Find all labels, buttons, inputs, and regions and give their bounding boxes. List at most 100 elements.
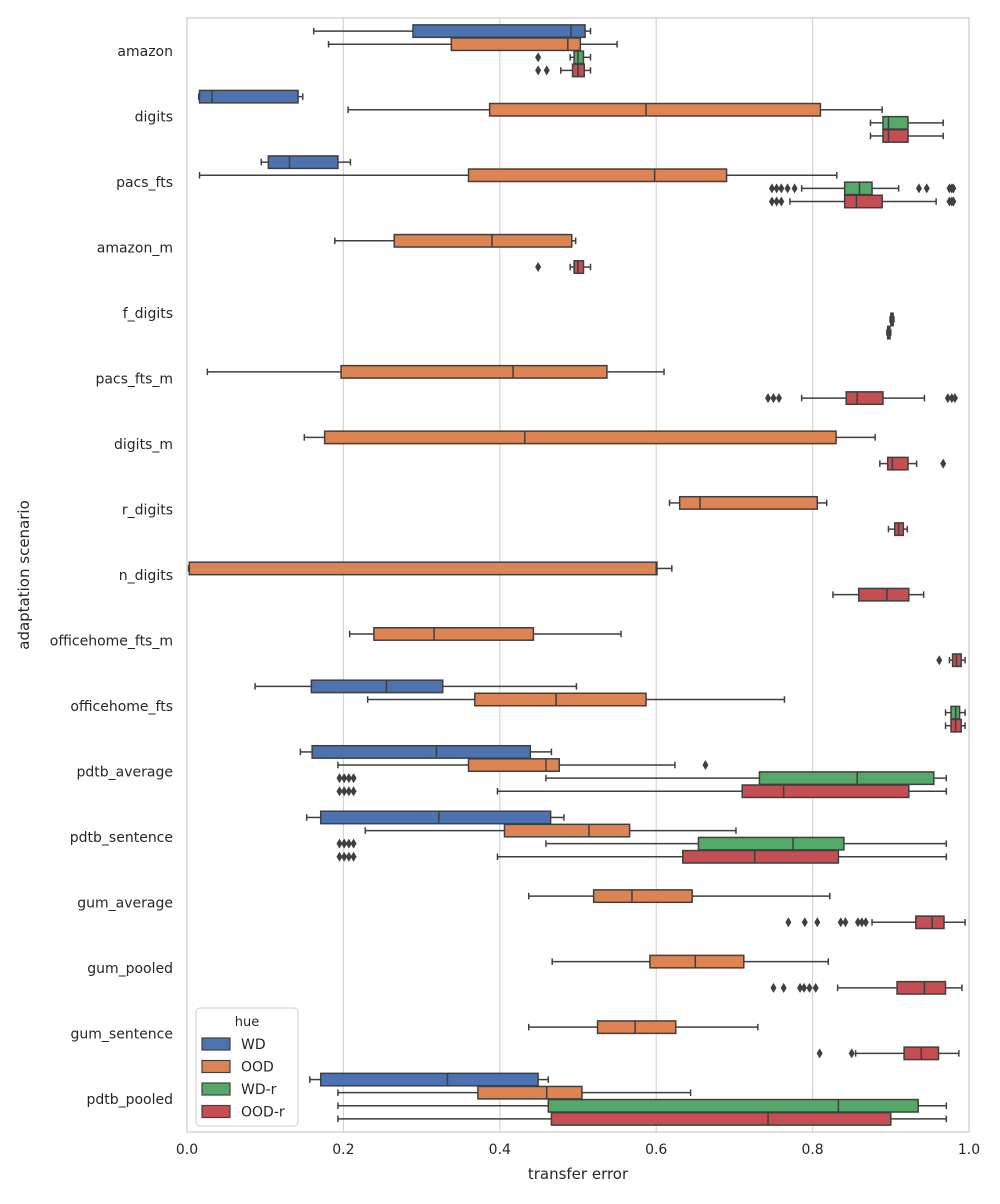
outlier-marker: [350, 786, 357, 797]
outlier-marker: [336, 786, 343, 797]
y-tick-label-gum-pooled: gum_pooled: [87, 961, 173, 977]
iqr-box: [488, 102, 822, 117]
box-ood-pdtb-pooled: [337, 1085, 692, 1100]
outlier-marker: [778, 196, 785, 207]
iqr-box: [323, 430, 837, 445]
x-tick-label: 0.0: [176, 1142, 198, 1158]
y-tick-label-amazon-m: amazon_m: [97, 240, 173, 256]
box-wd-r-officehome-fts: [944, 705, 966, 720]
outlier-marker: [345, 773, 352, 784]
box-ood-gum-sentence: [527, 1020, 759, 1035]
y-tick-label-officehome-fts: officehome_fts: [70, 699, 173, 715]
box-wd-r-f-digits: [889, 312, 895, 327]
outlier-marker: [842, 917, 849, 928]
y-tick-label-pdtb-pooled: pdtb_pooled: [86, 1092, 173, 1108]
box-ood-pdtb-average: [337, 758, 709, 773]
outlier-marker: [543, 65, 550, 76]
x-tick-label: 0.6: [645, 1142, 667, 1158]
box-wd-amazon: [312, 24, 592, 39]
y-tick-label-r-digits: r_digits: [122, 502, 173, 518]
legend-swatch-ood-r: [201, 1104, 231, 1119]
outlier-marker: [797, 982, 804, 993]
outlier-marker: [770, 982, 777, 993]
legend-label-ood-r: OOD-r: [241, 1105, 285, 1121]
box-ood-r-digits: [869, 128, 944, 143]
outlier-marker: [780, 982, 787, 993]
iqr-box: [682, 849, 840, 864]
x-tick-label: 0.2: [332, 1142, 354, 1158]
iqr-box: [310, 679, 444, 694]
outlier-marker: [535, 52, 542, 63]
outlier-marker: [345, 786, 352, 797]
box-ood-r-pacs-fts-m: [765, 391, 958, 406]
iqr-box: [882, 115, 909, 130]
box-wd-pacs-fts: [260, 155, 352, 170]
box-ood-amazon: [327, 37, 618, 52]
iqr-box: [477, 1085, 583, 1100]
iqr-box: [573, 260, 585, 274]
iqr-box: [340, 364, 608, 379]
y-tick-label-gum-average: gum_average: [77, 896, 173, 912]
box-wd-pdtb-average: [299, 744, 553, 759]
box-ood-r-gum-average: [785, 915, 966, 930]
iqr-box: [882, 128, 909, 143]
box-ood-amazon-m: [334, 233, 577, 248]
outlier-marker: [768, 183, 775, 194]
box-wd-r-amazon: [535, 50, 592, 65]
iqr-box: [741, 784, 910, 799]
outlier-marker: [800, 982, 807, 993]
box-wd-officehome-fts: [254, 679, 578, 694]
legend-title: hue: [235, 1015, 259, 1030]
outlier-marker: [812, 982, 819, 993]
iqr-box: [758, 771, 935, 786]
outlier-marker: [341, 786, 348, 797]
legend-swatch-ood: [201, 1059, 231, 1074]
legend-label-wd: WD: [241, 1037, 266, 1053]
y-tick-label-digits-m: digits_m: [114, 437, 173, 453]
iqr-box: [319, 810, 552, 825]
box-ood-pdtb-sentence: [364, 823, 737, 838]
outlier-marker: [336, 773, 343, 784]
iqr-box: [188, 561, 658, 576]
box-wd-digits: [197, 89, 304, 104]
box-ood-pacs-fts-m: [206, 364, 665, 379]
box-wd-r-digits: [869, 115, 944, 130]
iqr-box: [550, 1111, 892, 1126]
box-ood-r-officehome-fts-m: [936, 653, 966, 668]
box-ood-gum-pooled: [551, 954, 829, 969]
outlier-marker: [702, 760, 709, 771]
box-ood-r-gum-sentence: [816, 1046, 960, 1061]
iqr-box: [474, 692, 647, 707]
y-tick-label-n-digits: n_digits: [119, 568, 173, 584]
iqr-box: [467, 758, 560, 773]
tick-layer: 0.0 0.2 0.4 0.6 0.8 1.0 amazon digits pacs_ftsam…: [50, 44, 980, 1158]
box-ood-officehome-fts: [366, 692, 786, 707]
box-wd-r-pdtb-average: [336, 771, 948, 786]
plot-frame: [186, 17, 970, 1133]
y-tick-label-pdtb-average: pdtb_average: [77, 765, 173, 781]
outlier-marker: [785, 917, 792, 928]
iqr-box: [198, 89, 299, 104]
iqr-box: [319, 1072, 539, 1087]
iqr-box: [267, 155, 339, 170]
outlier-marker: [951, 393, 958, 404]
outlier-marker: [350, 773, 357, 784]
box-ood-r-digits: [668, 495, 828, 510]
box-ood-gum-average: [527, 889, 831, 904]
box-ood-r-n-digits: [832, 587, 925, 602]
box-wd-r-pacs-fts: [768, 181, 957, 196]
outlier-marker: [806, 982, 813, 993]
iqr-box: [592, 889, 693, 904]
outlier-marker: [837, 917, 844, 928]
y-axis-label: adaptation scenario: [15, 500, 33, 650]
outlier-marker: [814, 917, 821, 928]
box-ood-digits-m: [303, 430, 876, 445]
outlier-marker: [854, 917, 861, 928]
iqr-box: [915, 915, 945, 930]
outlier-marker: [791, 183, 798, 194]
y-tick-label-pdtb-sentence: pdtb_sentence: [70, 830, 173, 846]
box-ood-r-pdtb-average: [336, 784, 948, 799]
box-ood-r-pdtb-sentence: [336, 849, 948, 864]
legend-entries: WD OOD WD-r OOD-r: [201, 1037, 285, 1121]
